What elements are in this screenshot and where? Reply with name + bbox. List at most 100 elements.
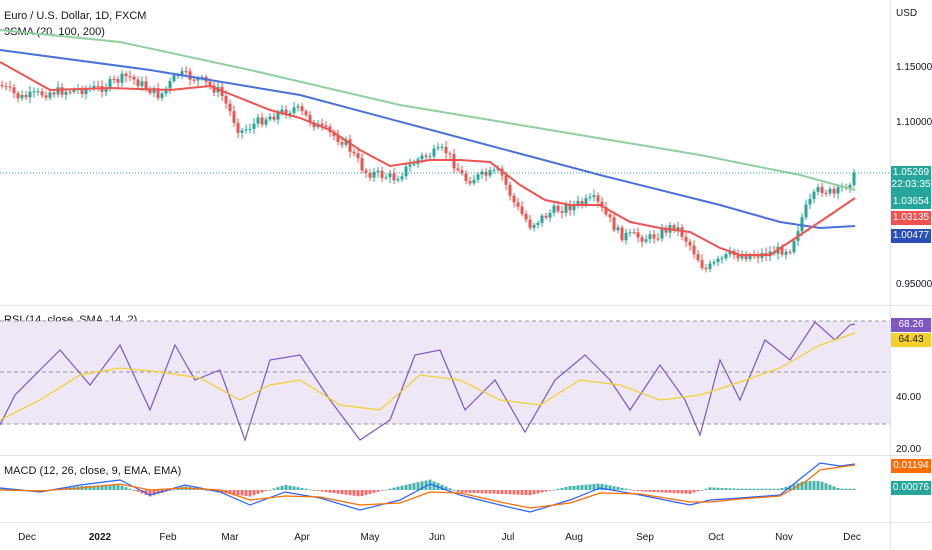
candle-body xyxy=(424,155,428,157)
candle-body xyxy=(748,254,752,260)
candle-body xyxy=(584,198,588,205)
pane-separator-1[interactable] xyxy=(0,305,932,306)
macd-histogram-bar xyxy=(148,490,152,497)
macd-histogram-bar xyxy=(540,490,544,493)
macd-histogram-bar xyxy=(720,487,724,490)
candle-body xyxy=(344,139,348,145)
sma200-badge: 1.00477 xyxy=(891,229,931,243)
candle-body xyxy=(788,251,792,253)
macd-histogram-bar xyxy=(324,490,328,493)
candle-body xyxy=(360,158,364,171)
macd-histogram-bar xyxy=(568,486,572,490)
macd-histogram-bar xyxy=(784,486,788,490)
sma20-badge: 1.03654 xyxy=(891,195,931,209)
macd-histogram-bar xyxy=(520,490,524,495)
macd-histogram-bar xyxy=(452,490,456,491)
candle-body xyxy=(104,87,108,92)
macd-histogram-bar xyxy=(240,490,244,496)
macd-histogram-bar xyxy=(256,490,260,494)
macd-histogram-bar xyxy=(604,484,608,490)
macd-histogram-bar xyxy=(836,487,840,490)
candle-body xyxy=(508,184,512,196)
macd-histogram-bar xyxy=(584,484,588,490)
macd-histogram-bar xyxy=(656,490,660,493)
candle-body xyxy=(56,87,60,95)
macd-histogram-bar xyxy=(680,490,684,494)
macd-histogram-bar xyxy=(596,483,600,490)
candle-body xyxy=(476,174,480,180)
candle-body xyxy=(60,87,64,95)
macd-histogram-bar xyxy=(512,490,516,495)
candle-body xyxy=(196,78,200,81)
candle-body xyxy=(480,171,484,175)
macd-histogram-bar xyxy=(616,487,620,490)
macd-histogram-bar xyxy=(556,488,560,490)
candle-body xyxy=(300,106,304,112)
macd-legend[interactable]: MACD (12, 26, close, 9, EMA, EMA) xyxy=(4,465,182,477)
candle-body xyxy=(504,175,508,185)
macd-histogram-bar xyxy=(412,483,416,490)
macd-histogram-bar xyxy=(832,486,836,490)
candle-body xyxy=(556,205,560,212)
macd-histogram-bar xyxy=(712,487,716,490)
candle-body xyxy=(652,234,656,239)
macd-histogram-bar xyxy=(420,481,424,490)
macd-histogram-bar xyxy=(528,490,532,496)
candle-body xyxy=(492,169,496,171)
macd-histogram-bar xyxy=(816,480,820,490)
candle-body xyxy=(244,129,248,131)
macd-histogram-bar xyxy=(468,490,472,493)
price-axis[interactable] xyxy=(890,0,932,550)
candle-body xyxy=(528,219,532,228)
candle-body xyxy=(236,122,240,133)
macd-histogram-bar xyxy=(96,485,100,490)
macd-histogram-bar xyxy=(752,488,756,490)
candle-body xyxy=(552,205,556,213)
candle-body xyxy=(172,75,176,82)
macd-histogram-bar xyxy=(496,490,500,494)
macd-histogram-bar xyxy=(744,488,748,490)
time-label-nov: Nov xyxy=(775,532,793,543)
chart-title: Euro / U.S. Dollar, 1D, FXCM xyxy=(4,10,147,22)
macd-histogram-bar xyxy=(492,490,496,494)
macd-histogram-bar xyxy=(612,486,616,490)
macd-histogram-bar xyxy=(768,488,772,490)
candle-body xyxy=(48,92,52,98)
candle-body xyxy=(572,204,576,211)
macd-histogram-bar xyxy=(852,488,856,490)
candle-body xyxy=(84,89,88,94)
pane-separator-2[interactable] xyxy=(0,455,932,456)
candle-body xyxy=(464,173,468,182)
candle-body xyxy=(232,111,236,123)
macd-signal-line xyxy=(0,464,856,509)
rsi-ma-line xyxy=(0,332,856,421)
candle-body xyxy=(672,225,676,231)
macd-histogram-bar xyxy=(628,489,632,491)
candle-body xyxy=(792,240,796,253)
candle-body xyxy=(736,255,740,259)
chart-canvas[interactable] xyxy=(0,0,890,522)
candle-body xyxy=(8,86,12,88)
candle-body xyxy=(128,76,132,78)
candle-body xyxy=(608,214,612,218)
macd-histogram-bar xyxy=(368,490,372,494)
macd-line xyxy=(0,462,856,513)
macd-histogram-bar xyxy=(400,485,404,490)
macd-histogram-bar xyxy=(424,480,428,490)
candle-body xyxy=(836,187,840,194)
candle-body xyxy=(640,237,644,242)
candle-body xyxy=(352,151,356,154)
sma-legend[interactable]: 3SMA (20, 100, 200) xyxy=(4,26,105,38)
time-label-jun: Jun xyxy=(428,532,446,543)
candle-body xyxy=(92,85,96,89)
macd-histogram-bar xyxy=(644,490,648,492)
macd-histogram-bar xyxy=(244,490,248,496)
candle-body xyxy=(680,227,684,237)
last-price-badge: 1.05269 22:03:35 xyxy=(891,166,931,196)
candle-body xyxy=(484,171,488,176)
candle-body xyxy=(524,213,528,220)
candle-body xyxy=(664,228,668,233)
candle-body xyxy=(108,78,112,88)
macd-histogram-bar xyxy=(668,490,672,493)
macd-histogram-bar xyxy=(824,483,828,490)
